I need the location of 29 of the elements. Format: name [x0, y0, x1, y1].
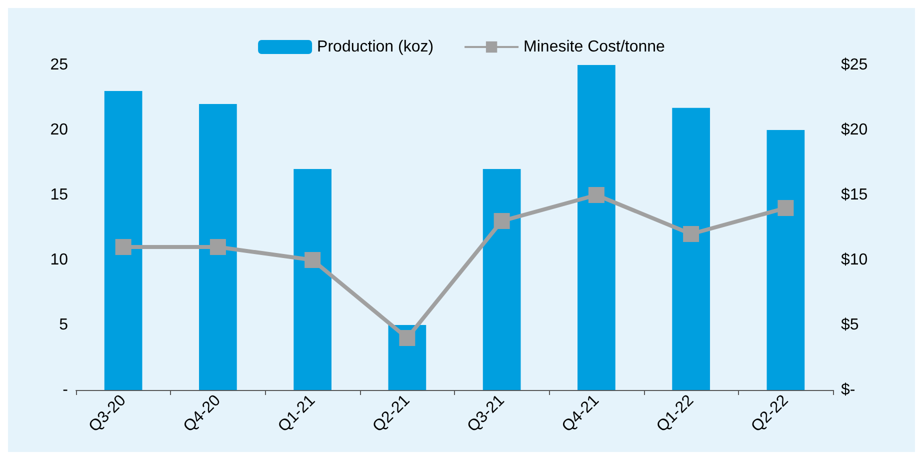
point — [683, 226, 700, 242]
point — [494, 213, 510, 229]
point — [399, 330, 416, 346]
point — [778, 200, 794, 216]
y-tick-label: 10 — [50, 252, 68, 268]
bar — [672, 108, 710, 390]
y2-tick-label: $25 — [841, 56, 868, 74]
legend-label: Minesite Cost/tonne — [524, 38, 666, 56]
bar — [294, 169, 332, 390]
bar — [482, 169, 521, 390]
y-tick-label: 20 — [50, 122, 68, 138]
y-tick-label: - — [62, 382, 68, 398]
point — [588, 187, 604, 203]
point — [115, 239, 132, 255]
y2-tick-label: $- — [841, 382, 856, 398]
y2-tick-label: $15 — [841, 186, 868, 204]
bar — [104, 91, 142, 390]
bar — [199, 104, 237, 390]
bar — [766, 130, 805, 390]
y2-tick-label: $20 — [841, 122, 868, 138]
y-tick-label: 25 — [50, 56, 68, 74]
y2-tick-label: $10 — [841, 252, 868, 268]
y-tick-label: 15 — [50, 186, 68, 204]
point — [210, 239, 226, 255]
bar — [578, 65, 616, 390]
y2-tick-label: $5 — [841, 316, 859, 334]
legend-label: Production (koz) — [317, 38, 434, 56]
point — [304, 252, 321, 268]
y-tick-label: 5 — [59, 316, 68, 334]
